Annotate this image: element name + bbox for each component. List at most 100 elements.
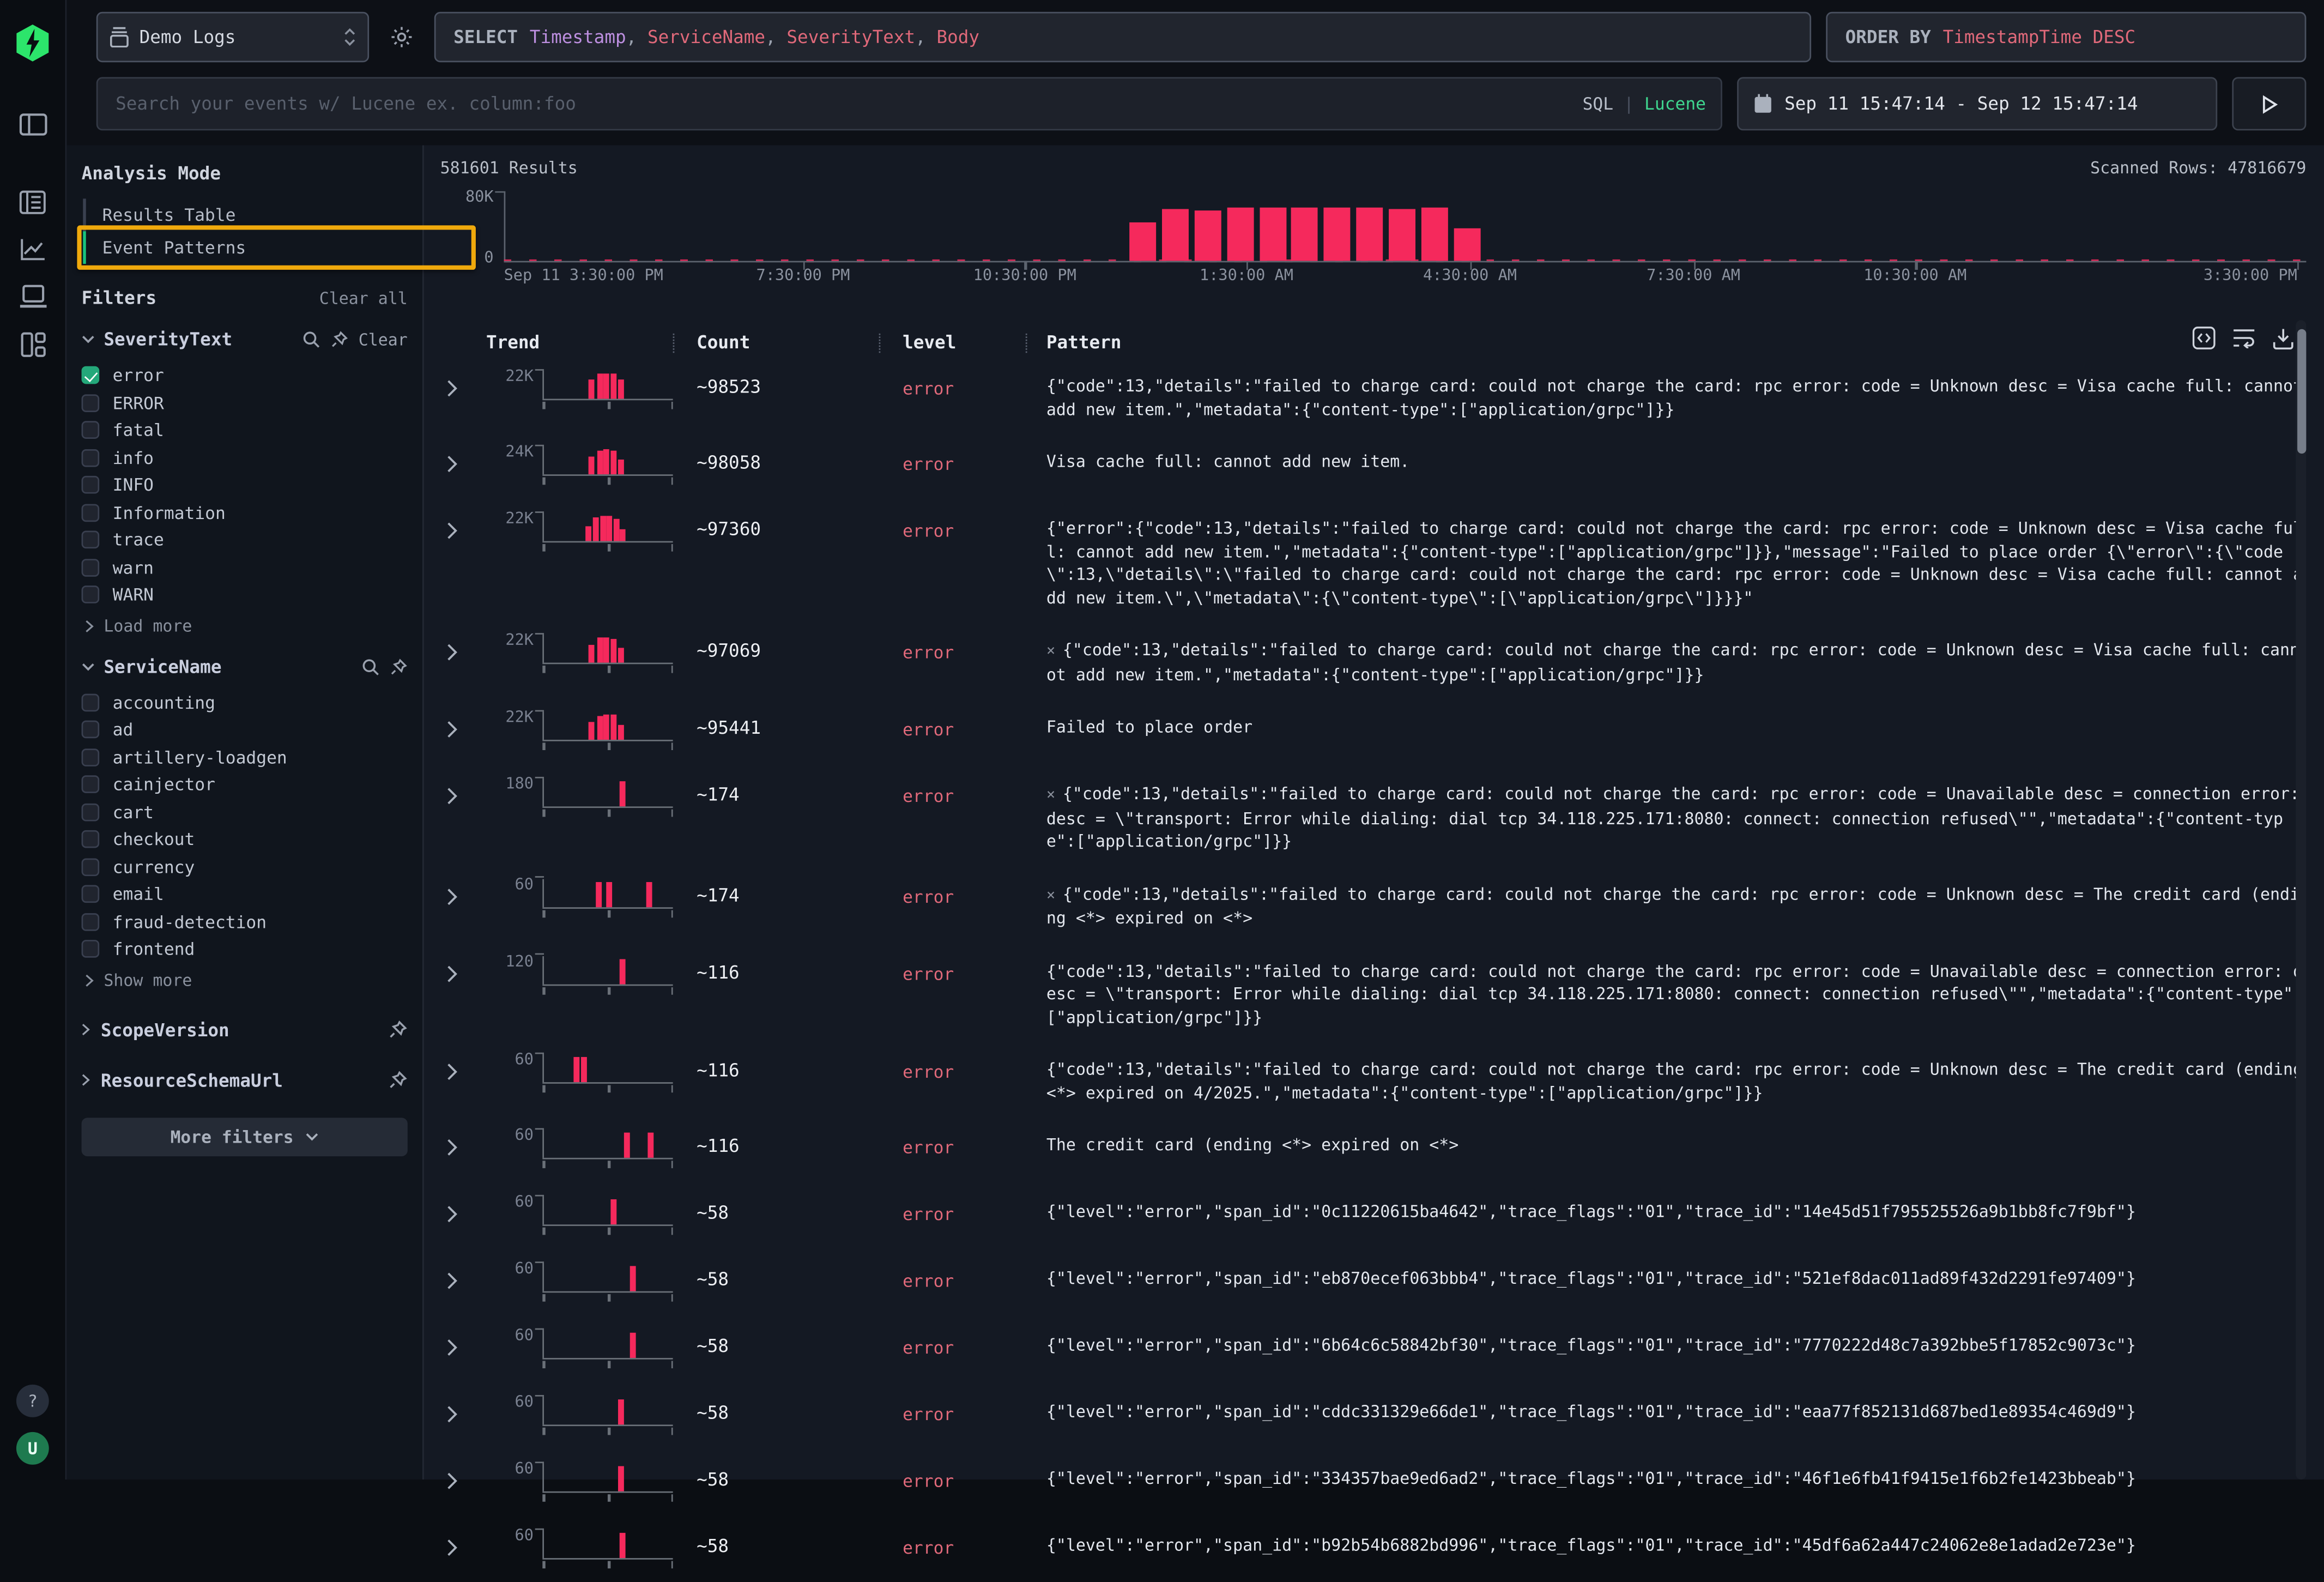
checkbox[interactable]	[81, 558, 100, 577]
pattern-text[interactable]: ×{"code":13,"details":"failed to charge …	[1046, 884, 2300, 928]
more-filters-button[interactable]: More filters	[81, 1117, 408, 1156]
pattern-text[interactable]: ×Failed to place order	[1046, 717, 1253, 737]
checkbox[interactable]	[81, 693, 100, 711]
filter-option[interactable]: warn	[81, 554, 408, 581]
pattern-text[interactable]: ×{"code":13,"details":"failed to charge …	[1046, 784, 2300, 851]
search-logs-icon[interactable]	[15, 184, 50, 219]
filter-option[interactable]: Information	[81, 499, 408, 526]
filter-option[interactable]: checkout	[81, 826, 408, 853]
dismiss-icon[interactable]: ×	[1046, 787, 1056, 804]
mode-item-event-patterns[interactable]: Event Patterns	[77, 225, 476, 270]
row-expand-button[interactable]	[436, 631, 469, 661]
client-sessions-icon[interactable]	[15, 279, 50, 314]
column-header-trend[interactable]: Trend	[486, 332, 540, 353]
chevron-down-icon[interactable]	[82, 335, 95, 344]
pattern-text[interactable]: ×{"code":13,"details":"failed to charge …	[1046, 640, 2300, 684]
row-expand-button[interactable]	[436, 510, 469, 539]
pattern-text[interactable]: ×{"level":"error","span_id":"334357bae9e…	[1046, 1469, 2136, 1489]
order-by-editor[interactable]: ORDER BY TimestampTime DESC	[1826, 11, 2307, 63]
source-settings-gear-icon[interactable]	[384, 19, 419, 55]
show-more-button[interactable]: Show more	[82, 970, 408, 989]
wrap-text-icon[interactable]	[2232, 328, 2256, 349]
row-expand-button[interactable]	[436, 952, 469, 982]
row-expand-button[interactable]	[436, 1127, 469, 1156]
pin-icon[interactable]	[390, 657, 408, 675]
checkbox[interactable]	[81, 748, 100, 766]
source-selector[interactable]: Demo Logs	[96, 11, 370, 63]
row-expand-button[interactable]	[436, 1193, 469, 1223]
checkbox[interactable]	[81, 394, 100, 412]
filter-group-name[interactable]: ServiceName	[104, 656, 222, 677]
filter-option[interactable]: frontend	[81, 935, 408, 963]
pattern-text[interactable]: ×{"code":13,"details":"failed to charge …	[1046, 1060, 2313, 1102]
search-icon[interactable]	[362, 657, 380, 675]
run-query-button[interactable]	[2232, 77, 2307, 131]
row-expand-button[interactable]	[436, 709, 469, 738]
row-expand-button[interactable]	[436, 367, 469, 397]
column-separator[interactable]	[1025, 333, 1028, 352]
pattern-text[interactable]: ×{"level":"error","span_id":"eb870ecef06…	[1046, 1269, 2136, 1289]
checkbox[interactable]	[81, 476, 100, 494]
pattern-text[interactable]: ×{"level":"error","span_id":"b92b54b6882…	[1046, 1536, 2136, 1555]
search-input[interactable]	[112, 92, 1571, 116]
filter-group-name[interactable]: SeverityText	[104, 329, 233, 350]
clear-group-button[interactable]: Clear	[358, 330, 408, 349]
filter-option[interactable]: cainjector	[81, 771, 408, 798]
pattern-text[interactable]: ×{"code":13,"details":"failed to charge …	[1046, 376, 2313, 419]
row-expand-button[interactable]	[436, 775, 469, 805]
checkbox[interactable]	[81, 913, 100, 931]
filter-group-resourceschemaurl[interactable]: ResourceSchemaUrl	[82, 1070, 408, 1090]
pattern-text[interactable]: ×{"error":{"code":13,"details":"failed t…	[1046, 518, 2303, 607]
filter-option[interactable]: artillery-loadgen	[81, 744, 408, 771]
mode-item-results-table[interactable]: Results Table	[82, 198, 408, 232]
checkbox[interactable]	[81, 503, 100, 522]
checkbox[interactable]	[81, 721, 100, 739]
pin-icon[interactable]	[388, 1020, 407, 1039]
checkbox[interactable]	[81, 940, 100, 958]
filter-option[interactable]: ERROR	[81, 389, 408, 416]
filter-option[interactable]: trace	[81, 526, 408, 553]
column-separator[interactable]	[879, 333, 882, 352]
row-expand-button[interactable]	[436, 1460, 469, 1490]
dismiss-icon[interactable]: ×	[1046, 643, 1056, 660]
json-view-icon[interactable]	[2192, 326, 2216, 350]
filter-option[interactable]: INFO	[81, 472, 408, 499]
mode-lucene[interactable]: Lucene	[1644, 93, 1706, 114]
filter-option[interactable]: info	[81, 444, 408, 471]
checkbox[interactable]	[81, 803, 100, 821]
mode-sql[interactable]: SQL	[1582, 93, 1614, 114]
pattern-text[interactable]: ×{"code":13,"details":"failed to charge …	[1046, 961, 2303, 1027]
chevron-down-icon[interactable]	[82, 662, 95, 671]
scrollbar-track[interactable]	[2296, 320, 2307, 1480]
search-icon[interactable]	[302, 330, 320, 348]
filter-option[interactable]: ad	[81, 716, 408, 743]
checkbox[interactable]	[81, 531, 100, 549]
filter-option[interactable]: WARN	[81, 581, 408, 608]
time-range-picker[interactable]: Sep 11 15:47:14 - Sep 12 15:47:14	[1737, 77, 2218, 131]
dismiss-icon[interactable]: ×	[1046, 887, 1056, 904]
checkbox[interactable]	[81, 858, 100, 876]
row-expand-button[interactable]	[436, 1393, 469, 1423]
checkbox[interactable]	[81, 421, 100, 439]
filter-option[interactable]: cart	[81, 798, 408, 825]
dashboards-icon[interactable]	[15, 326, 50, 361]
load-more-button[interactable]: Load more	[82, 616, 408, 635]
filter-option[interactable]: accounting	[81, 689, 408, 716]
pattern-text[interactable]: ×Visa cache full: cannot add new item.	[1046, 452, 1410, 472]
row-expand-button[interactable]	[436, 443, 469, 473]
pin-icon[interactable]	[330, 330, 348, 348]
filter-option[interactable]: currency	[81, 853, 408, 880]
pattern-text[interactable]: ×{"level":"error","span_id":"0c11220615b…	[1046, 1202, 2136, 1222]
row-expand-button[interactable]	[436, 1260, 469, 1289]
row-expand-button[interactable]	[436, 1327, 469, 1356]
filter-option[interactable]: error	[81, 362, 408, 389]
row-expand-button[interactable]	[436, 1051, 469, 1080]
select-query-editor[interactable]: SELECT Timestamp, ServiceName, SeverityT…	[434, 11, 1812, 63]
chart-explorer-icon[interactable]	[15, 231, 50, 267]
checkbox[interactable]	[81, 885, 100, 903]
pattern-text[interactable]: ×The credit card (ending <*> expired on …	[1046, 1136, 1459, 1155]
column-header-level[interactable]: level	[903, 332, 957, 353]
column-header-pattern[interactable]: Pattern	[1046, 332, 1122, 353]
help-button[interactable]: ?	[16, 1384, 49, 1417]
download-icon[interactable]	[2272, 327, 2295, 349]
